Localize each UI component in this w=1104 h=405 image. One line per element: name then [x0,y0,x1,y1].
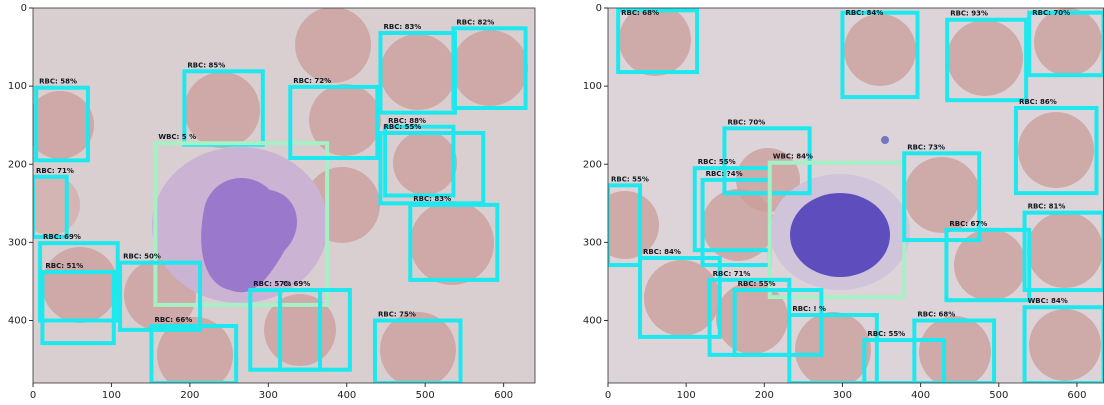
box-label: RBC: 55% [383,123,421,131]
y-tick-label: 400 [8,316,27,327]
box-label: RBC: 81% [1028,203,1066,211]
box-label: RBC: 55% [738,280,776,288]
box-label: C: 69% [283,280,310,288]
x-tick-label: 400 [337,390,356,401]
image-left [20,7,535,393]
x-tick-label: 200 [755,390,774,401]
box-label: RBC: 50% [123,253,161,261]
y-tick-label: 300 [8,237,27,248]
x-tick-label: 400 [911,390,930,401]
x-tick-label: 200 [180,390,199,401]
box-label: RBC: 69% [43,233,81,241]
box-label: RBC: 55% [611,175,649,183]
x-tick-label: 600 [1067,390,1086,401]
box-label: RBC: 83% [383,23,421,31]
box-label: RBC: 55% [867,330,905,338]
box-label: RBC: 66% [154,316,192,324]
x-tick-label: 0 [30,390,36,401]
x-tick-label: 0 [605,390,611,401]
box-label: RBC: 68% [917,311,955,319]
box-label: RBC: 84% [845,9,883,17]
y-tick-label: 300 [583,237,602,248]
box-label: WBC: 5 % [158,133,196,141]
box-label: RBC: 70% [727,118,765,126]
x-tick-label: 300 [833,390,852,401]
box-label: RBC: 84% [643,248,681,256]
y-tick-label: 400 [583,316,602,327]
box-label: RBC: 73% [907,143,945,151]
figure: RBC: 58% RBC: 71% RBC: 69% RBC: 51% RBC: 85%… [0,0,1104,405]
box-label: RBC: 75% [378,311,416,319]
box-label: RBC: 82% [456,18,494,26]
box-label: RBC: 51% [45,262,83,270]
box-label: RBC: 93% [950,10,988,18]
box-label: WBC: 84% [1028,297,1068,305]
y-tick-label: 0 [596,3,602,14]
box-label: RBC: 85% [187,61,225,69]
box-label: RBC: 67% [949,220,987,228]
x-tick-label: 600 [494,390,513,401]
box-label: RBC: ! % [792,305,826,313]
y-tick-label: 100 [583,81,602,92]
x-tick-label: 100 [102,390,121,401]
box-label: RBC: 71% [713,270,751,278]
box-label: RBC: 68% [621,9,659,17]
box-label: RBC: 58% [39,78,77,86]
box-label: RBC: 83% [413,195,451,203]
box-label: RBC: 71% [36,167,74,175]
box-label: RBC: 70% [1032,9,1070,17]
box-label: RBC: ?4% [706,170,743,178]
box-label: RBC: 55% [698,158,736,166]
y-tick-label: 0 [21,3,27,14]
box-label: RBC: 72% [293,77,331,85]
box-label: WBC: 84% [773,153,813,161]
x-tick-label: 100 [677,390,696,401]
y-tick-label: 200 [583,159,602,170]
x-tick-label: 500 [416,390,435,401]
x-tick-label: 300 [259,390,278,401]
box-label: RBC: 86% [1019,98,1057,106]
x-tick-label: 500 [989,390,1008,401]
y-tick-label: 100 [8,81,27,92]
y-tick-label: 200 [8,159,27,170]
